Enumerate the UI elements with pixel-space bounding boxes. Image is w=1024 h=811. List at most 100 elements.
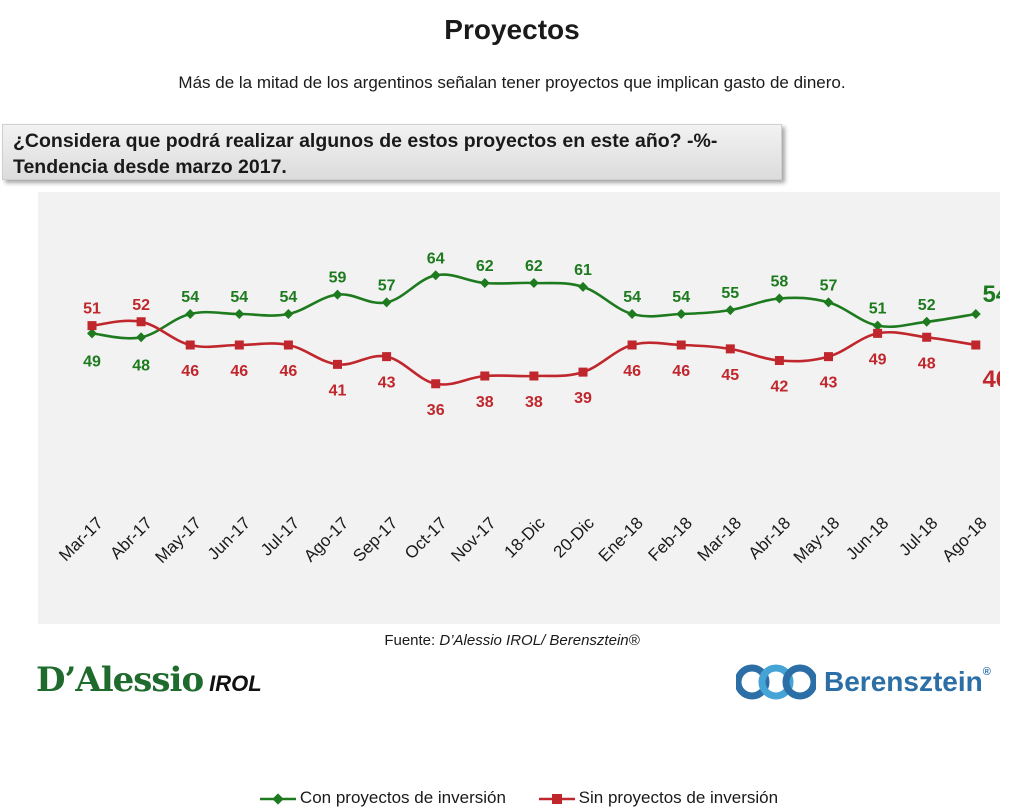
label-sin-16: 49 <box>869 351 887 368</box>
label-sin-6: 43 <box>378 375 396 392</box>
label-con-15: 57 <box>820 277 838 294</box>
dalessio-logo-text: D’Alessio <box>36 660 204 700</box>
point-sin-14 <box>774 356 784 365</box>
x-tick-label-17: Jul-18 <box>895 513 941 559</box>
label-con-14: 58 <box>771 274 789 291</box>
x-tick-label-0: Mar-17 <box>55 513 107 565</box>
label-con-0: 49 <box>83 353 101 370</box>
point-con-4 <box>283 309 294 319</box>
point-sin-1 <box>136 317 146 327</box>
point-sin-15 <box>824 352 833 362</box>
point-con-3 <box>234 309 245 319</box>
legend-swatch-red-icon <box>538 791 575 805</box>
x-tick-label-10: 20-Dic <box>550 513 599 562</box>
label-con-3: 54 <box>230 289 248 306</box>
label-con-16: 51 <box>869 301 887 318</box>
chart-area: 49 48 54 54 54 59 57 64 62 62 61 54 54 55 58 57 51 52 54 51… <box>38 192 1000 807</box>
line-chart: 49 48 54 54 54 59 57 64 62 62 61 54 54 55 58 57 51 52 54 51… <box>55 250 1000 567</box>
label-sin-9: 38 <box>525 394 543 411</box>
point-sin-0 <box>87 321 97 331</box>
label-con-12: 54 <box>672 289 690 306</box>
label-sin-14: 42 <box>771 379 789 396</box>
point-sin-8 <box>480 371 490 381</box>
x-tick-label-15: May-18 <box>790 513 844 567</box>
point-con-15 <box>823 297 834 308</box>
point-sin-13 <box>725 344 735 354</box>
point-con-17 <box>921 316 932 327</box>
x-tick-label-3: Jun-17 <box>204 513 254 563</box>
legend-label-sin: Sin proyectos de inversión <box>578 788 779 807</box>
point-con-14 <box>774 293 785 304</box>
x-tick-label-11: Ene-18 <box>595 513 647 565</box>
label-con-6: 57 <box>378 277 396 294</box>
point-sin-5 <box>333 359 342 369</box>
irol-logo-text: IROL <box>209 671 262 696</box>
label-sin-15: 43 <box>820 375 838 392</box>
point-sin-10 <box>578 367 588 377</box>
point-sin-2 <box>185 340 195 350</box>
point-con-9 <box>528 278 539 288</box>
label-sin-10: 39 <box>574 390 592 407</box>
label-sin-1: 52 <box>132 297 150 314</box>
label-con-7: 64 <box>427 250 445 267</box>
point-sin-7 <box>431 379 441 389</box>
point-con-11 <box>627 309 638 319</box>
point-con-6 <box>381 297 392 308</box>
label-con-5: 59 <box>329 270 347 287</box>
point-con-1 <box>136 332 147 343</box>
x-tick-label-1: Abr-17 <box>106 513 156 563</box>
label-con-4: 54 <box>280 289 298 306</box>
label-sin-8: 38 <box>476 394 494 411</box>
label-con-13: 55 <box>721 285 739 302</box>
label-sin-4: 46 <box>280 363 298 380</box>
page-subtitle: Más de la mitad de los argentinos señala… <box>178 73 846 92</box>
point-con-8 <box>479 278 490 288</box>
label-sin-11: 46 <box>623 363 641 380</box>
point-sin-6 <box>382 352 392 362</box>
source-text: D’Alessio IROL/ Berensztein® <box>439 632 640 649</box>
point-sin-4 <box>283 340 293 350</box>
x-tick-label-13: Mar-18 <box>694 513 746 565</box>
label-sin-7: 36 <box>427 402 445 419</box>
legend-label-con: Con proyectos de inversión <box>299 788 506 807</box>
point-sin-16 <box>873 328 883 338</box>
label-sin-17: 48 <box>918 355 936 372</box>
x-tick-label-12: Feb-18 <box>644 513 696 565</box>
x-tick-label-9: 18-Dic <box>501 513 550 562</box>
point-sin-17 <box>922 332 932 342</box>
label-sin-18: 46 <box>982 366 1000 393</box>
x-tick-label-6: Sep-17 <box>349 513 401 565</box>
source-label: Fuente: <box>384 632 440 649</box>
source-note: Fuente: D’Alessio IROL/ Berensztein® <box>0 632 1024 649</box>
point-con-7 <box>430 270 441 281</box>
legend-item-sin: Sin proyectos de inversión <box>538 788 779 808</box>
x-tick-label-7: Oct-17 <box>401 513 451 563</box>
point-con-18 <box>970 309 981 319</box>
x-tick-label-14: Abr-18 <box>745 513 795 563</box>
x-tick-label-8: Nov-17 <box>447 513 499 565</box>
dalessio-logo: D’Alessio IROL <box>36 660 262 700</box>
label-sin-0: 51 <box>83 301 101 318</box>
label-sin-2: 46 <box>181 363 199 380</box>
berensztein-mark-icon <box>736 664 816 700</box>
label-sin-5: 41 <box>329 382 347 399</box>
page-title: Proyectos <box>444 14 580 45</box>
label-sin-13: 45 <box>721 367 739 384</box>
point-sin-11 <box>627 340 637 350</box>
label-con-11: 54 <box>623 289 641 306</box>
legend-item-con: Con proyectos de inversión <box>259 788 506 808</box>
x-tick-label-18: Ago-18 <box>938 513 990 565</box>
label-con-1: 48 <box>132 357 150 374</box>
x-tick-label-5: Ago-17 <box>300 513 352 565</box>
label-con-10: 61 <box>574 262 592 279</box>
label-con-17: 52 <box>918 297 936 314</box>
x-tick-label-4: Jul-17 <box>257 513 303 559</box>
point-con-10 <box>578 281 588 292</box>
point-con-5 <box>332 289 343 300</box>
x-tick-label-2: May-17 <box>152 513 206 567</box>
point-con-16 <box>872 320 883 331</box>
point-sin-9 <box>529 371 539 381</box>
chart-legend: Con proyectos de inversión Sin proyectos… <box>38 788 1000 811</box>
point-con-2 <box>185 309 196 319</box>
label-con-18: 54 <box>982 281 1000 308</box>
